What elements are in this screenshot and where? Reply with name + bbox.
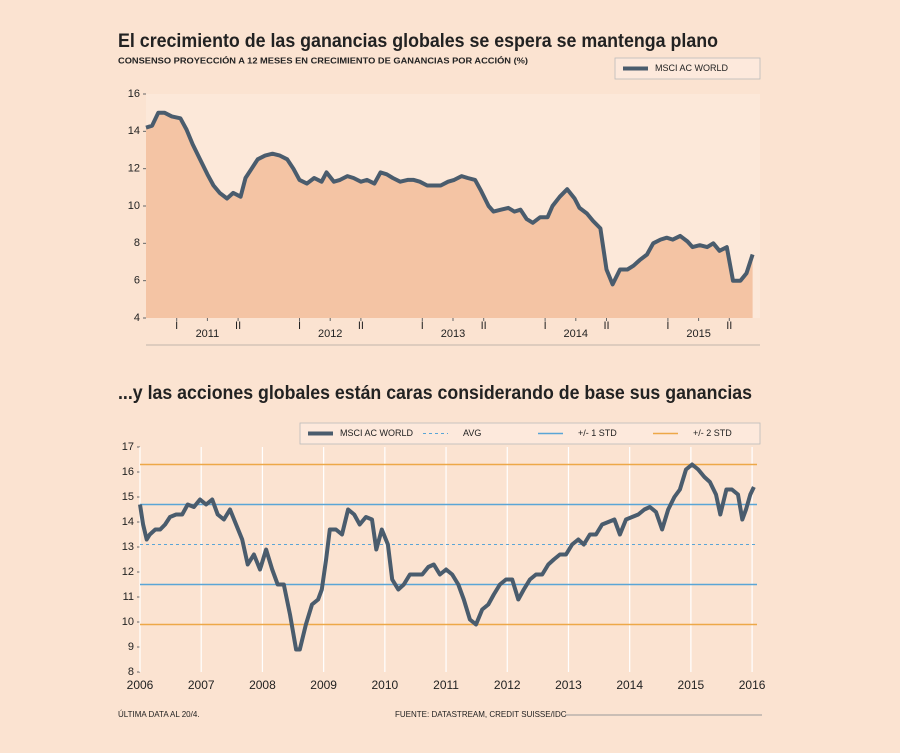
y-tick-label: 10 — [122, 616, 134, 628]
chart-title: ...y las acciones globales están caras c… — [118, 383, 752, 404]
x-tick-label: 2014 — [564, 328, 588, 340]
legend-box — [614, 57, 761, 80]
x-tick-label: II — [481, 320, 487, 332]
x-tick-label: 2011 — [433, 678, 459, 692]
y-tick-label: 6 — [134, 275, 140, 287]
legend-box — [299, 422, 761, 445]
x-tick-label: 2008 — [249, 678, 276, 692]
x-tick-label: 2015 — [686, 328, 710, 340]
line — [138, 462, 756, 652]
x-tick-label: II — [726, 320, 732, 332]
legend-label: AVG — [463, 428, 481, 438]
legend-label: MSCI AC WORLD — [655, 63, 729, 73]
y-tick-label: 14 — [128, 125, 140, 137]
x-tick-label: 2016 — [739, 678, 766, 692]
x-tick-label: II — [235, 320, 241, 332]
legend-label: +/- 2 STD — [693, 428, 732, 438]
x-tick-label: I — [175, 320, 178, 332]
x-tick-label: I — [666, 320, 669, 332]
plot-area — [140, 447, 757, 672]
y-tick-label: 8 — [134, 237, 140, 249]
y-tick-label: 9 — [128, 641, 134, 653]
chart-title: El crecimiento de las ganancias globales… — [118, 31, 718, 52]
x-tick-label: I — [421, 320, 424, 332]
source: FUENTE: DATASTREAM, CREDIT SUISSE/IDC — [395, 710, 567, 719]
x-tick-label: 2011 — [196, 328, 220, 340]
line — [145, 110, 755, 287]
y-tick-label: 11 — [123, 591, 134, 603]
legend-label: +/- 1 STD — [578, 428, 617, 438]
x-tick-label: 2006 — [127, 678, 154, 692]
x-tick-label: 2012 — [318, 328, 342, 340]
y-tick-label: 12 — [122, 566, 134, 578]
y-tick-label: 10 — [128, 200, 140, 212]
y-tick-label: 13 — [122, 541, 134, 553]
x-tick-label: 2014 — [616, 678, 643, 692]
note: ÚLTIMA DATA AL 20/4. — [118, 710, 200, 719]
y-tick-label: 16 — [128, 88, 140, 100]
y-tick-label: 14 — [122, 516, 134, 528]
x-tick-label: 2010 — [371, 678, 398, 692]
x-tick-label: I — [544, 320, 547, 332]
x-tick-label: 2009 — [310, 678, 337, 692]
y-tick-label: 4 — [134, 312, 140, 324]
x-tick-label: II — [603, 320, 609, 332]
x-tick-label: I — [298, 320, 301, 332]
y-tick-label: 17 — [122, 441, 134, 453]
x-tick-label: 2015 — [678, 678, 705, 692]
y-tick-label: 12 — [128, 163, 140, 175]
x-tick-label: 2007 — [188, 678, 215, 692]
x-tick-label: 2013 — [441, 328, 465, 340]
x-tick-label: II — [358, 320, 364, 332]
x-tick-label: 2012 — [494, 678, 521, 692]
y-tick-label: 16 — [122, 466, 134, 478]
x-tick-label: 2013 — [555, 678, 582, 692]
area — [146, 112, 753, 318]
y-tick-label: 8 — [128, 666, 134, 678]
y-tick-label: 15 — [122, 491, 134, 503]
chart-subtitle: CONSENSO PROYECCIÓN A 12 MESES EN CRECIM… — [118, 54, 528, 65]
legend-label: MSCI AC WORLD — [340, 428, 414, 438]
